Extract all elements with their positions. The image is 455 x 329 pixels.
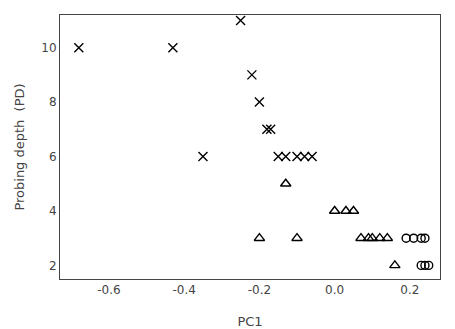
svg-text:4: 4 (49, 204, 57, 218)
svg-text:PC1: PC1 (237, 314, 262, 329)
svg-text:6: 6 (49, 150, 57, 164)
svg-text:2: 2 (49, 259, 57, 273)
svg-text:-0.4: -0.4 (172, 283, 195, 297)
svg-text:0.0: 0.0 (325, 283, 344, 297)
svg-text:8: 8 (49, 95, 57, 109)
svg-text:0.2: 0.2 (400, 283, 419, 297)
svg-text:-0.6: -0.6 (97, 283, 120, 297)
svg-text:-0.2: -0.2 (248, 283, 271, 297)
svg-text:Probing depth (PD): Probing depth (PD) (12, 83, 27, 210)
svg-text:10: 10 (41, 41, 56, 55)
